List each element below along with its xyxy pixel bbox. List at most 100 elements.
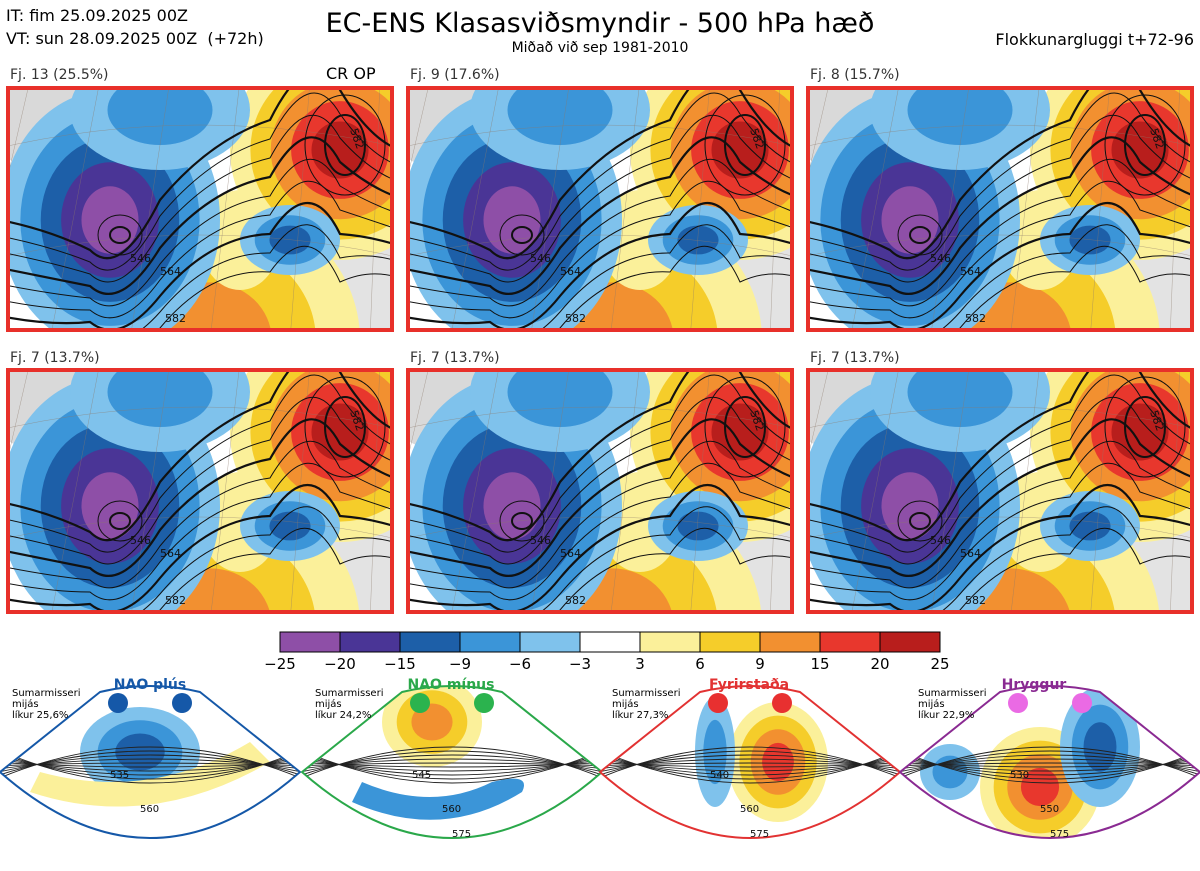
height-contour xyxy=(810,202,1190,328)
low-center-contour xyxy=(511,512,533,530)
contour-label: 564 xyxy=(560,265,581,278)
issue-time: IT: fim 25.09.2025 00Z xyxy=(6,6,188,25)
height-contour xyxy=(410,114,790,283)
header-info: IT: fim 25.09.2025 00Z VT: sun 28.09.202… xyxy=(6,4,264,50)
negative-anomaly-low xyxy=(81,472,139,540)
negative-anomaly-low xyxy=(483,186,541,254)
colorbar-tick-label: 20 xyxy=(870,655,890,673)
graticule-line xyxy=(290,372,310,610)
regime-contour-label: 575 xyxy=(1050,829,1069,840)
contour-label: 564 xyxy=(960,547,981,560)
regime-note: Sumarmisseri mijás líkur 22,9% xyxy=(918,688,986,721)
regime-note-line: Sumarmisseri xyxy=(612,688,681,699)
regime-marker-dot xyxy=(410,693,430,713)
graticule-line xyxy=(10,90,28,168)
regime-contour-label: 560 xyxy=(140,804,159,815)
regime-contour xyxy=(302,745,602,784)
graticule-line xyxy=(131,90,169,328)
regime-marker-dot xyxy=(708,693,728,713)
cluster-label: Fj. 7 (13.7%) xyxy=(10,350,100,366)
height-contour xyxy=(142,506,390,610)
regime-note-line: mijás xyxy=(612,699,639,710)
height-contour xyxy=(10,418,390,577)
negative-anomaly xyxy=(107,372,213,427)
contour-label: 564 xyxy=(960,265,981,278)
graticule-line xyxy=(452,372,499,610)
graticule-line xyxy=(410,516,790,538)
contour-label: 582 xyxy=(165,312,186,325)
high-center-contour xyxy=(1124,396,1166,458)
cluster-map-1: 546 564 582 582 xyxy=(6,86,394,332)
height-contour xyxy=(959,245,1190,328)
colorbar-segment xyxy=(519,631,581,653)
negative-anomaly xyxy=(269,511,311,541)
negative-anomaly xyxy=(269,225,311,255)
high-contour xyxy=(1104,376,1186,478)
negative-anomaly-low xyxy=(483,472,541,540)
negative-anomaly-low xyxy=(81,186,139,254)
height-contour xyxy=(810,418,1190,577)
regime-anomaly-negative xyxy=(115,733,165,771)
low-center-contour xyxy=(109,226,131,244)
height-contour xyxy=(810,440,1190,589)
height-contour xyxy=(10,440,390,589)
graticule-line xyxy=(1090,372,1110,610)
contour-label: 546 xyxy=(530,534,551,547)
regime-note-line: Sumarmisseri xyxy=(918,688,987,699)
contour-label: 546 xyxy=(930,534,951,547)
regime-note-line: líkur 27,3% xyxy=(612,710,669,721)
regime-marker-dot xyxy=(1008,693,1028,713)
cluster-badge: CR OP xyxy=(326,64,376,83)
height-contour xyxy=(810,136,1190,295)
height-contour xyxy=(810,158,1190,307)
colorbar-tick-label: 25 xyxy=(930,655,950,673)
regime-title: NAO mínus xyxy=(407,677,495,693)
regime-note-line: mijás xyxy=(918,699,945,710)
height-contour xyxy=(10,462,390,601)
graticule-line xyxy=(10,124,390,146)
regime-anomaly-positive xyxy=(30,742,270,807)
height-contour xyxy=(942,224,1190,328)
graticule-line xyxy=(810,406,1190,428)
contour-label: 564 xyxy=(560,547,581,560)
graticule-line xyxy=(370,372,380,610)
graticule-line xyxy=(852,90,899,328)
height-contour xyxy=(810,90,1190,260)
negative-anomaly xyxy=(1069,225,1111,255)
regime-note-line: mijás xyxy=(315,699,342,710)
cluster-label: Fj. 9 (17.6%) xyxy=(410,67,500,83)
regime-note-line: mijás xyxy=(12,699,39,710)
cluster-map-5: 546 564 582 582 xyxy=(406,368,794,614)
regime-contour-label: 530 xyxy=(1010,770,1029,781)
regime-maps: 535 560 545 560 575 540 560 575 530 550 575 xyxy=(0,685,1200,840)
cluster-label: Fj. 7 (13.7%) xyxy=(810,350,900,366)
low-center-contour xyxy=(909,512,931,530)
graticule-line xyxy=(52,90,99,328)
colorbar-segment xyxy=(819,631,881,653)
cluster-map-6: 546 564 582 582 xyxy=(806,368,1194,614)
graticule-line xyxy=(370,90,380,328)
high-center-contour xyxy=(1124,114,1166,176)
height-contour xyxy=(159,527,390,610)
height-contour xyxy=(810,396,1190,565)
contour-label: 546 xyxy=(130,534,151,547)
height-contour xyxy=(10,158,390,307)
colorbar-tick-label: −6 xyxy=(508,655,532,673)
height-contour xyxy=(542,224,790,328)
regime-frame xyxy=(300,685,604,839)
graticule-line xyxy=(531,90,569,328)
regime-note-line: Sumarmisseri xyxy=(12,688,81,699)
negative-anomaly xyxy=(677,225,719,255)
regime-frame xyxy=(0,685,302,839)
negative-anomaly xyxy=(907,372,1013,427)
height-contour xyxy=(10,180,390,319)
colorbar-segment xyxy=(459,631,521,653)
height-contour xyxy=(10,90,390,260)
regime-contour-label: 535 xyxy=(110,770,129,781)
regime-contour xyxy=(600,745,900,784)
colorbar-tick-label: −9 xyxy=(448,655,472,673)
regime-note: Sumarmisseri mijás líkur 25,6% xyxy=(12,688,80,721)
